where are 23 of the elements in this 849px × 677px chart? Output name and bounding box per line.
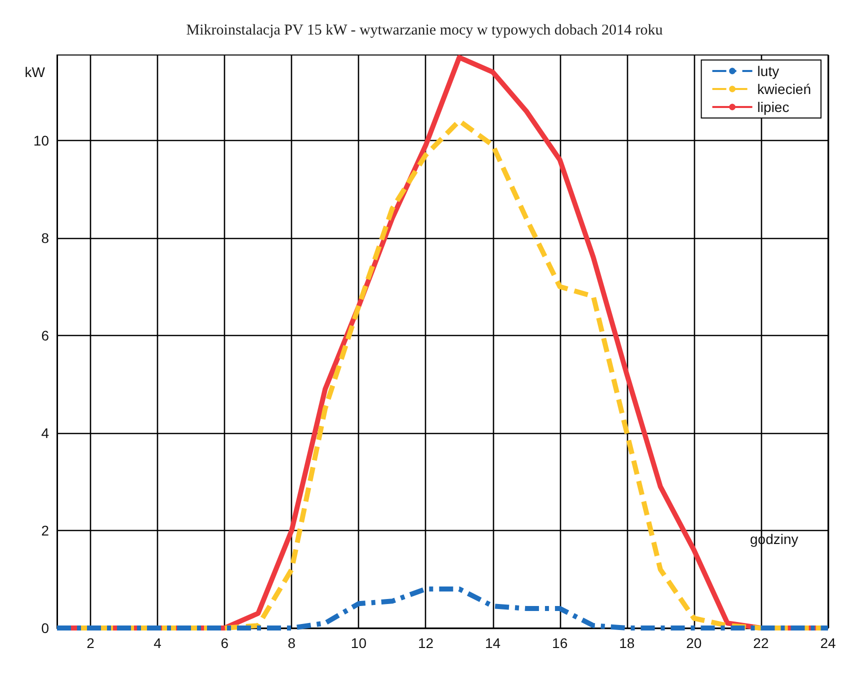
x-tick-label: 18 bbox=[619, 635, 635, 651]
x-tick-label: 10 bbox=[350, 635, 367, 651]
x-tick-label: 24 bbox=[820, 635, 836, 651]
y-tick-label: 2 bbox=[41, 522, 50, 538]
y-tick-label: 0 bbox=[41, 620, 50, 636]
x-tick-label: 2 bbox=[86, 635, 95, 651]
y-tick-label: 8 bbox=[41, 230, 50, 246]
legend-label: kwiecień bbox=[757, 81, 812, 97]
x-tick-label: 20 bbox=[686, 635, 702, 651]
x-tick-label: 16 bbox=[552, 635, 568, 651]
y-tick-label: 6 bbox=[41, 327, 50, 344]
chart-title: Mikroinstalacja PV 15 kW - wytwarzanie mocy w typowych dobach 2014 roku bbox=[186, 22, 664, 38]
x-tick-label: 8 bbox=[288, 635, 296, 651]
legend-label: lipiec bbox=[757, 99, 790, 115]
x-tick-label: 12 bbox=[418, 635, 434, 651]
x-tick-label: 14 bbox=[484, 635, 501, 651]
x-tick-label: 6 bbox=[220, 635, 229, 651]
x-tick-label: 4 bbox=[154, 635, 162, 651]
legend-label: luty bbox=[757, 63, 780, 79]
y-axis-title: kW bbox=[24, 64, 46, 80]
y-tick-label: 4 bbox=[41, 424, 50, 441]
x-tick-label: 22 bbox=[753, 635, 769, 651]
y-tick-label: 10 bbox=[33, 132, 50, 148]
